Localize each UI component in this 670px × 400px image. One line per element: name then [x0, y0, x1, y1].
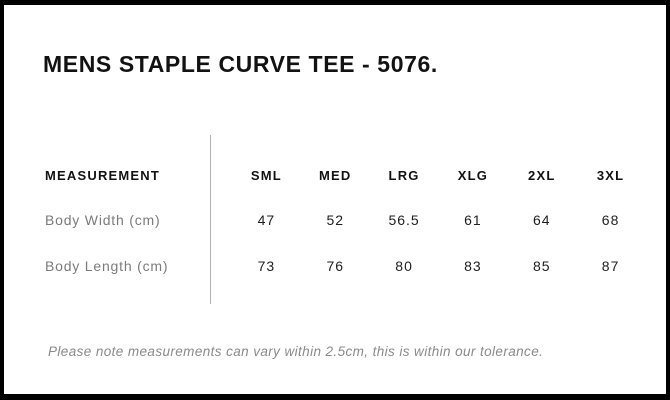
measurement-column-header: MEASUREMENT: [45, 168, 161, 183]
cell-value: 52: [326, 212, 345, 228]
size-chart-table: MEASUREMENT SML MED LRG XLG 2XL 3XL Body…: [45, 135, 645, 304]
size-column-header-sml: SML: [250, 168, 282, 183]
size-column-header-3xl: 3XL: [596, 168, 625, 183]
cell-value: 87: [601, 258, 620, 274]
cell-value: 80: [395, 258, 413, 274]
page-title: MENS STAPLE CURVE TEE - 5076.: [43, 51, 438, 77]
row-label: Body Length (cm): [45, 258, 169, 274]
cell-value: 68: [601, 212, 620, 228]
cell-value: 76: [326, 258, 345, 274]
size-column-header-med: MED: [318, 168, 352, 183]
cell-value: 56.5: [388, 212, 420, 228]
size-chart-header-row: MEASUREMENT SML MED LRG XLG 2XL 3XL: [45, 168, 645, 183]
cell-value: 85: [532, 258, 551, 274]
column-divider: [210, 135, 211, 304]
table-row-body-width: Body Width (cm) 47 52 56.5 61 64 68: [45, 212, 645, 228]
row-label: Body Width (cm): [45, 212, 161, 228]
cell-value: 64: [532, 212, 551, 228]
table-row-body-length: Body Length (cm) 73 76 80 83 85 87: [45, 258, 645, 274]
size-column-header-lrg: LRG: [388, 168, 420, 183]
cell-value: 83: [464, 258, 482, 274]
tolerance-note: Please note measurements can vary within…: [48, 344, 544, 359]
cell-value: 61: [464, 212, 482, 228]
size-column-header-xlg: XLG: [457, 168, 489, 183]
cell-value: 73: [257, 258, 276, 274]
size-column-header-2xl: 2XL: [528, 168, 556, 183]
cell-value: 47: [257, 212, 276, 228]
